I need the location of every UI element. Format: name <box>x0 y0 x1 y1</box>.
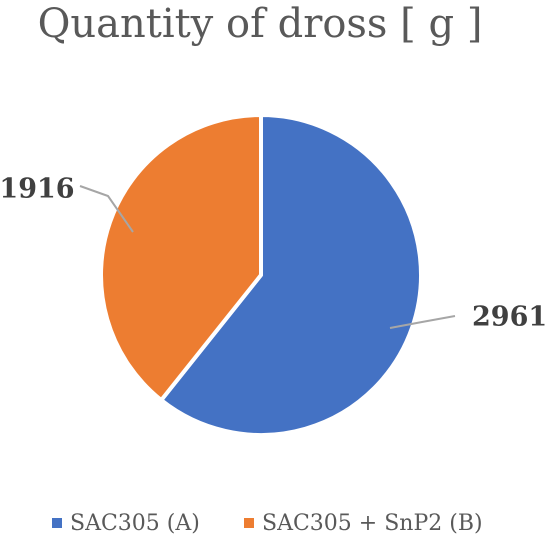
data-label-2: 1916 <box>0 174 75 205</box>
leader-line-2 <box>79 185 134 233</box>
chart-title: Quantity of dross [ g ] <box>38 1 483 47</box>
pie-slice-1 <box>159 113 423 437</box>
leader-line-1 <box>389 315 456 329</box>
legend-swatch-1 <box>52 518 62 528</box>
legend-label-2: SAC305 + SnP2 (B) <box>262 511 483 536</box>
data-label-1: 2961 <box>472 302 547 333</box>
legend-label-1: SAC305 (A) <box>70 511 200 536</box>
pie-slices <box>99 113 423 437</box>
pie-slice-2 <box>99 113 263 403</box>
data-labels: 2961 1916 <box>0 174 547 333</box>
legend-swatch-2 <box>244 518 254 528</box>
leader-lines <box>79 185 456 329</box>
legend: SAC305 (A) SAC305 + SnP2 (B) <box>52 511 483 536</box>
